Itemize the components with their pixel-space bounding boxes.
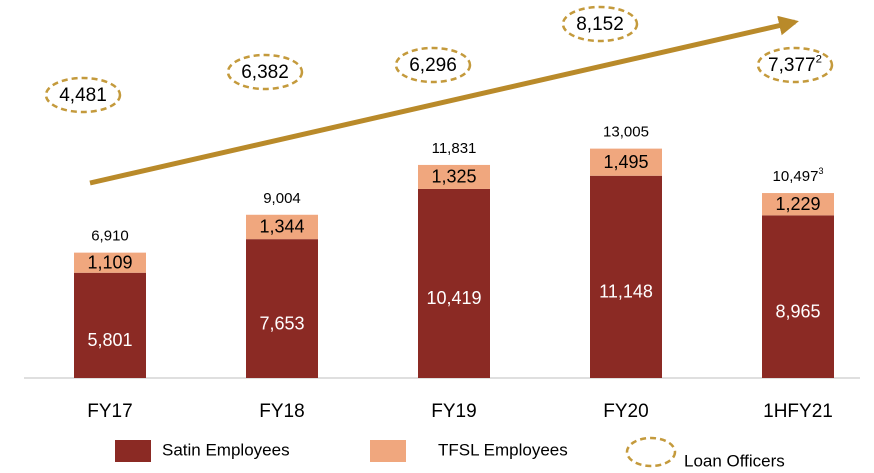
loan-officer-label-value: 8,152 [576, 14, 624, 35]
loan-officer-label-value: 4,481 [59, 85, 107, 106]
value-label: 11,148 [599, 282, 653, 302]
loan-officer-label: 6,382 [241, 62, 289, 83]
loan-officer-label-value: 6,382 [241, 62, 289, 83]
value-label: 1,344 [259, 217, 304, 237]
x-tick-label: 1HFY21 [763, 401, 833, 422]
legend: Satin Employees TFSL Employees Loan Office… [115, 436, 785, 470]
legend-swatch [370, 440, 406, 462]
footnote-marker: 3 [818, 166, 823, 176]
legend-label: TFSL Employees [438, 440, 568, 459]
loan-officer-label: 8,152 [576, 14, 624, 35]
value-label: 7,653 [259, 313, 304, 333]
bar-segment [418, 164, 490, 189]
bar-segment [246, 214, 318, 240]
bar-segment [590, 148, 662, 176]
total-label: 11,831 [432, 140, 477, 157]
value-label: 1,229 [775, 194, 820, 214]
legend-label: Loan Officers [684, 451, 785, 470]
total-label-value: 10,497 [773, 168, 819, 185]
bar-segment [762, 215, 834, 378]
total-label: 9,004 [263, 190, 301, 207]
bar-segment [74, 272, 146, 378]
bar-segment [590, 175, 662, 378]
value-label: 5,801 [87, 330, 132, 350]
loan-officer-label: 4,481 [59, 85, 107, 106]
value-label: 1,325 [431, 167, 476, 187]
total-label: 6,910 [91, 228, 129, 245]
value-label: 8,965 [775, 301, 820, 321]
loan-officer-label-value: 6,296 [409, 55, 457, 76]
legend-swatch [115, 440, 151, 462]
total-label-value: 11,831 [432, 140, 477, 157]
total-label: 10,4973 [773, 166, 824, 185]
x-tick-label: FY20 [603, 401, 648, 422]
bar-segment [762, 193, 834, 216]
value-label: 10,419 [426, 288, 481, 308]
trend-arrow [89, 15, 799, 186]
loan-officer-marker [394, 46, 472, 84]
bar-segment [418, 188, 490, 378]
value-label: 1,495 [603, 152, 648, 172]
loan-officer-marker [226, 53, 304, 91]
x-tick-label: FY18 [259, 401, 304, 422]
total-label-value: 13,005 [603, 124, 649, 141]
total-label-value: 6,910 [91, 228, 129, 245]
legend-swatch [625, 436, 677, 468]
x-tick-label: FY19 [431, 401, 476, 422]
footnote-marker: 2 [816, 53, 822, 65]
bar-segment [74, 252, 146, 273]
loan-officer-label: 6,296 [409, 55, 457, 76]
loan-officer-marker [561, 5, 639, 43]
bar-segment [246, 239, 318, 378]
total-label-value: 9,004 [263, 190, 301, 207]
x-tick-label: FY17 [87, 401, 132, 422]
loan-officer-marker [756, 46, 834, 84]
value-label: 1,109 [87, 252, 132, 272]
loan-officer-marker [44, 76, 122, 114]
loan-officer-label: 7,3772 [768, 53, 822, 76]
total-label: 13,005 [603, 124, 649, 141]
legend-label: Satin Employees [162, 440, 290, 459]
loan-officer-label-value: 7,377 [768, 55, 816, 76]
